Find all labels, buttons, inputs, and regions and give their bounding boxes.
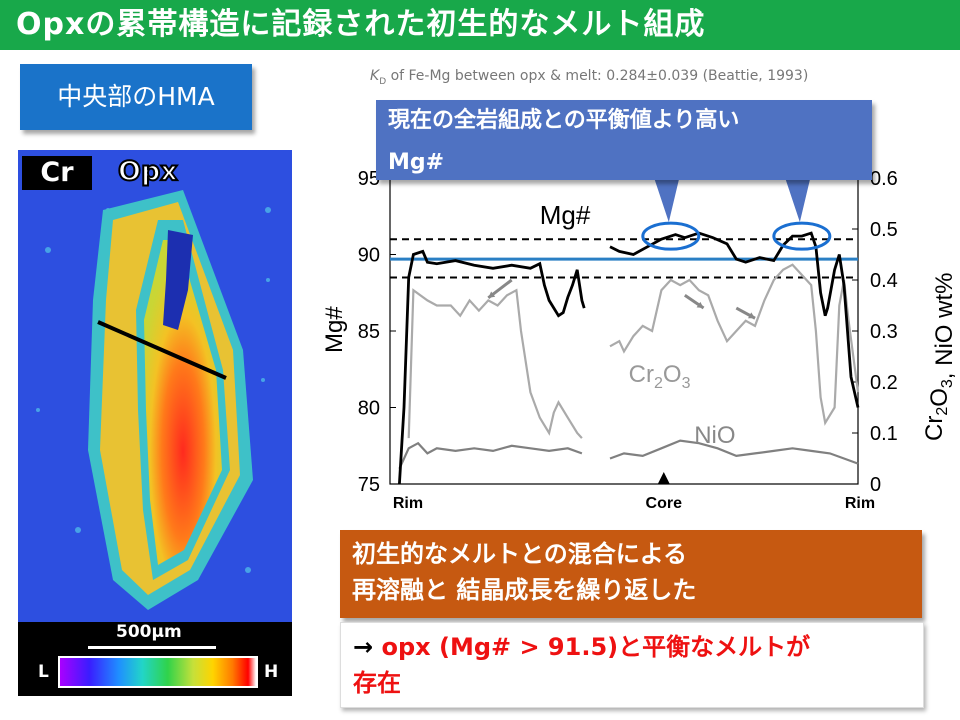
right-tick-label: 0.4 <box>870 270 898 292</box>
highlight-ellipse <box>772 221 832 251</box>
left-tick-label: 95 <box>358 168 380 190</box>
conclusion-line-2: 再溶融と 結晶成長を繰り返した <box>352 576 697 604</box>
callout-line-2: Mg# <box>388 150 445 175</box>
conclusion-box: 初生的なメルトとの混合による 再溶融と 結晶成長を繰り返した <box>340 530 922 618</box>
right-tick-label: 0.5 <box>870 219 898 241</box>
mg-series-line <box>398 231 860 485</box>
callout-line-1: 現在の全岩組成との平衡値より高い <box>388 108 740 133</box>
result-box: → opx (Mg# > 91.5)と平衡なメルトが 存在 <box>340 622 924 708</box>
cr-element-map: Cr Opx <box>18 150 292 622</box>
right-tick-label: 0.1 <box>870 423 898 445</box>
nio-series-line <box>398 439 859 470</box>
cr2o3-series-line <box>407 263 860 439</box>
colorbar-high-label: H <box>264 662 279 682</box>
left-tick-label: 75 <box>358 474 380 496</box>
element-map-image <box>18 150 292 622</box>
left-tick-label: 80 <box>358 398 380 420</box>
core-marker <box>657 472 670 484</box>
slide-title: Opxの累帯構造に記録された初生的なメルト組成 <box>0 0 960 50</box>
trend-arrowhead <box>748 312 756 319</box>
right-tick-label: 0.2 <box>870 372 898 394</box>
x-axis-label: Rim <box>845 495 875 512</box>
kd-note: KD of Fe-Mg between opx & melt: 0.284±0.… <box>370 68 809 87</box>
colorbar-gradient <box>58 656 258 688</box>
colorbar-low-label: L <box>38 662 49 682</box>
y-axis-label-right: Cr2O3, NiO wt% <box>921 273 958 442</box>
section-label: 中央部のHMA <box>20 64 252 130</box>
left-tick-label: 90 <box>358 245 380 267</box>
callout-pointer <box>785 180 810 223</box>
mg-series-label: Mg# <box>540 200 591 230</box>
callout-box: 現在の全岩組成との平衡値より高い Mg# <box>376 100 872 180</box>
highlight-ellipse <box>641 221 701 251</box>
trend-arrowhead <box>488 291 496 298</box>
element-label: Cr <box>22 156 92 190</box>
y-axis-label-left: Mg# <box>321 306 348 353</box>
x-axis-label: Rim <box>393 495 423 512</box>
mineral-label: Opx <box>117 155 179 188</box>
nio-series-label: NiO <box>694 422 735 449</box>
right-tick-label: 0.3 <box>870 321 898 343</box>
trend-arrowhead <box>696 301 704 309</box>
colorbar-panel: 500μm L H <box>18 622 292 696</box>
x-axis-label: Core <box>646 495 683 512</box>
conclusion-line-1: 初生的なメルトとの混合による <box>352 540 688 568</box>
scale-bar <box>88 646 216 649</box>
result-line-1: → opx (Mg# > 91.5)と平衡なメルトが <box>353 633 811 661</box>
right-tick-label: 0.6 <box>870 168 898 190</box>
right-tick-label: 0 <box>870 474 881 496</box>
callout-pointer <box>654 180 679 223</box>
cr2o3-series-label: Cr2O3 <box>629 361 691 392</box>
zoning-profile-chart: 75 80 85 90 95 0 0.1 0.2 0.3 0.4 0.5 0.6 Mg# Cr2O3, N… <box>321 168 958 512</box>
scale-label: 500μm <box>116 622 182 642</box>
left-tick-label: 85 <box>358 321 380 343</box>
result-line-2: 存在 <box>353 669 401 697</box>
